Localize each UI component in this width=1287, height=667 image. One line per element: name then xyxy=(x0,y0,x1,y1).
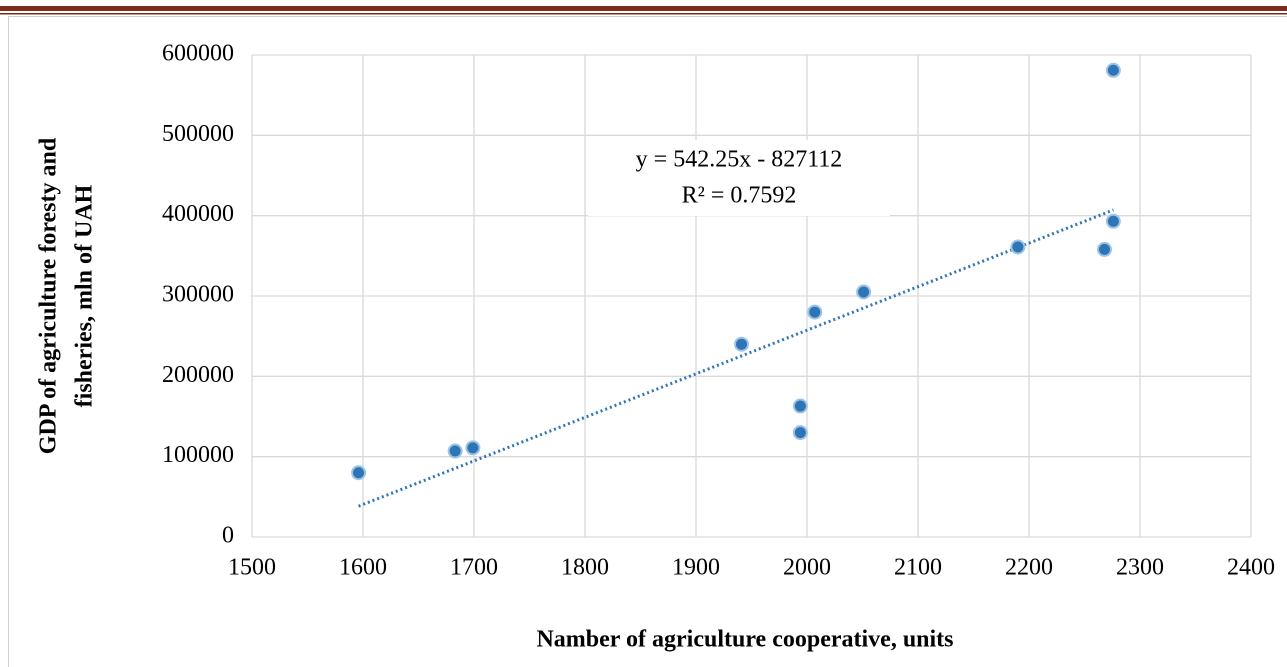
point xyxy=(807,304,823,320)
y-tick-label: 100000 xyxy=(162,442,234,468)
x-tick-label: 2200 xyxy=(1005,555,1053,581)
grid xyxy=(251,54,1252,538)
y-axis-label-line: GDP of agriculture foresty and xyxy=(36,137,62,454)
y-tick-label: 200000 xyxy=(162,362,234,388)
x-axis-label: Namber of agriculture cooperative, units xyxy=(536,627,953,653)
x-tick-label: 2300 xyxy=(1116,555,1164,581)
x-tick-label: 2400 xyxy=(1227,555,1275,581)
x-tick-label: 2100 xyxy=(894,555,942,581)
x-tick-label: 1500 xyxy=(228,555,276,581)
point xyxy=(1010,239,1026,255)
trendline-equation: y = 542.25x - 827112 xyxy=(636,147,843,173)
point xyxy=(351,465,367,481)
y-tick-label: 0 xyxy=(222,523,234,549)
x-tick-label: 1600 xyxy=(339,555,387,581)
point xyxy=(856,284,872,300)
trendline xyxy=(358,208,1114,508)
y-axis-label-line: fisheries, mln of UAH xyxy=(72,184,98,407)
point xyxy=(1105,213,1121,229)
header-rule-thin xyxy=(0,13,1287,15)
x-tick-label: 1900 xyxy=(672,555,720,581)
x-tick-label: 1800 xyxy=(561,555,609,581)
chart-border xyxy=(8,16,1287,667)
point xyxy=(734,336,750,352)
point xyxy=(465,440,481,456)
y-tick-label: 400000 xyxy=(162,201,234,227)
point xyxy=(792,398,808,414)
x-tick-label: 2000 xyxy=(783,555,831,581)
point xyxy=(1105,62,1121,78)
y-tick-label: 600000 xyxy=(162,41,234,67)
y-axis-label: GDP of agriculture foresty and fisheries… xyxy=(36,137,98,454)
annotation-box xyxy=(588,140,890,216)
point xyxy=(447,443,463,459)
point xyxy=(1096,241,1112,257)
y-tick-label: 500000 xyxy=(162,121,234,147)
header-rule xyxy=(0,6,1287,11)
marks xyxy=(351,62,1121,508)
y-tick-label: 300000 xyxy=(162,282,234,308)
x-tick-label: 1700 xyxy=(450,555,498,581)
point xyxy=(792,425,808,441)
trendline-r-squared: R² = 0.7592 xyxy=(682,183,797,209)
